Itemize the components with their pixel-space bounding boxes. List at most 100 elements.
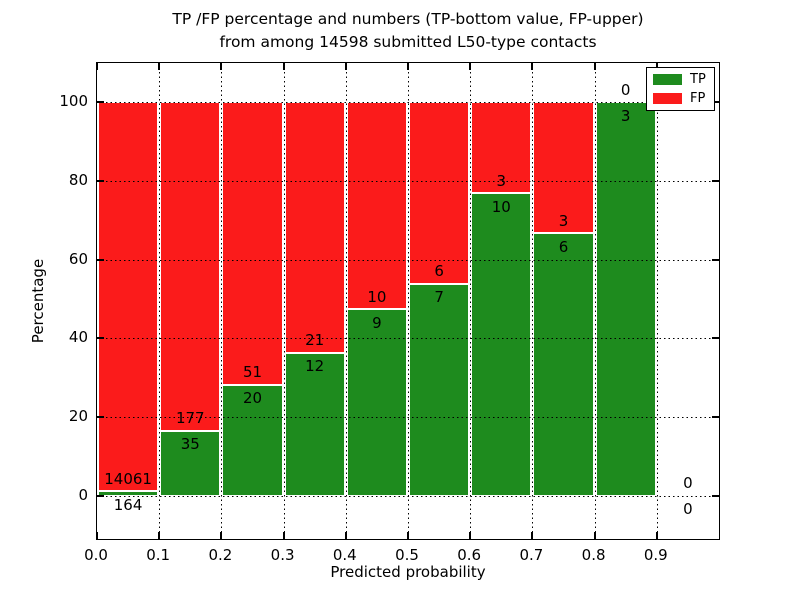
bar-count-label-fp: 3 bbox=[558, 211, 569, 230]
bar-count-label-fp: 51 bbox=[242, 363, 263, 382]
gridline-v bbox=[594, 63, 596, 539]
bar-count-label-tp: 10 bbox=[491, 197, 511, 216]
tick-mark bbox=[712, 180, 719, 183]
chart-title-line1: TP /FP percentage and numbers (TP-bottom… bbox=[172, 10, 644, 28]
y-tick-label: 100 bbox=[59, 92, 88, 111]
tick-mark bbox=[97, 101, 104, 104]
bar-count-label-tp: 3 bbox=[620, 106, 631, 125]
tickmark-layer bbox=[96, 63, 719, 539]
bar-count-label-tp: 9 bbox=[372, 313, 382, 332]
tick-mark bbox=[282, 532, 285, 539]
legend-item: FP bbox=[653, 92, 708, 105]
tick-mark bbox=[712, 416, 719, 419]
gridline-v bbox=[532, 63, 534, 539]
tick-mark bbox=[220, 63, 223, 70]
tick-mark bbox=[712, 101, 719, 104]
tick-mark bbox=[531, 63, 534, 70]
x-tick-label: 0.5 bbox=[395, 546, 419, 564]
y-tick-label: 20 bbox=[68, 407, 88, 426]
tick-mark bbox=[97, 494, 104, 497]
x-tick-label: 0.6 bbox=[457, 546, 482, 564]
gridline-v bbox=[345, 63, 347, 539]
gridline-v bbox=[283, 63, 285, 539]
gridline-v bbox=[159, 63, 161, 539]
bar-count-label-tp: 12 bbox=[305, 357, 325, 376]
bar-count-label-fp: 21 bbox=[305, 331, 325, 350]
x-tick-label: 0.4 bbox=[332, 546, 357, 564]
bar-segment-fp bbox=[346, 102, 407, 310]
tick-mark bbox=[97, 337, 104, 340]
tick-mark bbox=[158, 63, 161, 70]
bar-segment-tp bbox=[595, 102, 656, 496]
gridline-v bbox=[656, 63, 658, 539]
x-tick-label: 0.8 bbox=[581, 546, 606, 564]
bar-segment-tp bbox=[533, 233, 594, 496]
bar-segment-tp bbox=[346, 309, 407, 496]
tick-mark bbox=[96, 63, 98, 70]
bar-count-label-fp: 177 bbox=[175, 409, 205, 428]
bar-segment-tp bbox=[160, 430, 221, 496]
tick-mark bbox=[282, 63, 285, 70]
plot-area: 14061 164 177 35 51 20 21 12 10 9 6 7 3 10 3 6 0 3 0 0 bbox=[96, 62, 720, 540]
bar-segment-tp bbox=[471, 193, 532, 496]
bar-segment-fp bbox=[222, 102, 283, 385]
bar-count-label-fp: 6 bbox=[434, 262, 444, 281]
tick-mark bbox=[97, 416, 104, 419]
bar-segment-fp bbox=[160, 102, 221, 431]
gridline-v bbox=[470, 63, 472, 539]
bar-count-label-fp: 14061 bbox=[104, 469, 152, 488]
tick-mark bbox=[655, 532, 658, 539]
bar-count-label-fp: 0 bbox=[620, 80, 631, 99]
x-tick-label: 0.3 bbox=[270, 546, 295, 564]
bar-segment-fp bbox=[533, 102, 594, 234]
tick-mark bbox=[407, 532, 409, 539]
legend: TP FP bbox=[646, 67, 715, 111]
gridline-v bbox=[221, 63, 223, 539]
bar-segment-fp bbox=[471, 102, 532, 194]
gridline-v bbox=[408, 63, 409, 539]
y-tick-label: 40 bbox=[68, 328, 88, 347]
y-tick-label: 60 bbox=[68, 249, 88, 268]
tick-mark bbox=[407, 63, 409, 70]
tick-mark bbox=[97, 258, 104, 261]
x-tick-label: 0.1 bbox=[146, 546, 171, 564]
bars-layer bbox=[97, 63, 719, 539]
bar-count-label-tp: 0 bbox=[683, 500, 693, 519]
bar-segment-tp bbox=[409, 283, 470, 496]
chart-title-line2: from among 14598 submitted L50-type cont… bbox=[219, 33, 597, 51]
bar-segment-tp bbox=[98, 491, 159, 496]
bar-segment-fp bbox=[409, 102, 470, 284]
tick-mark bbox=[97, 180, 104, 183]
bar-segment-fp bbox=[284, 102, 345, 353]
bar-count-label-tp: 20 bbox=[242, 389, 263, 408]
tick-mark bbox=[469, 63, 472, 70]
bar-count-label-tp: 7 bbox=[434, 288, 444, 307]
bar-count-label-fp: 10 bbox=[367, 287, 387, 306]
x-tick-label: 0.7 bbox=[519, 546, 544, 564]
y-tick-label: 0 bbox=[78, 485, 88, 504]
bar-count-label-fp: 3 bbox=[496, 171, 507, 190]
tick-mark bbox=[469, 532, 472, 539]
tick-mark bbox=[712, 337, 719, 340]
chart-title: TP /FP percentage and numbers (TP-bottom… bbox=[96, 8, 720, 54]
legend-label: TP bbox=[690, 72, 706, 87]
legend-swatch-tp bbox=[653, 74, 682, 85]
legend-label: FP bbox=[690, 91, 706, 106]
x-tick-label: 0.0 bbox=[84, 546, 108, 564]
bar-segment-fp bbox=[98, 102, 159, 492]
bar-segment-tp bbox=[284, 352, 345, 496]
tick-mark bbox=[220, 532, 223, 539]
grid-layer bbox=[97, 63, 719, 539]
x-tick-label: 0.2 bbox=[208, 546, 233, 564]
bar-count-label-tp: 6 bbox=[558, 237, 569, 256]
legend-item: TP bbox=[653, 73, 708, 86]
legend-swatch-fp bbox=[653, 93, 682, 104]
tick-mark bbox=[158, 532, 161, 539]
tick-mark bbox=[712, 494, 719, 497]
bar-count-label-tp: 164 bbox=[113, 495, 143, 514]
tick-mark bbox=[593, 532, 596, 539]
x-tick-label: 0.9 bbox=[643, 546, 668, 564]
tick-mark bbox=[344, 532, 347, 539]
tick-mark bbox=[712, 258, 719, 261]
